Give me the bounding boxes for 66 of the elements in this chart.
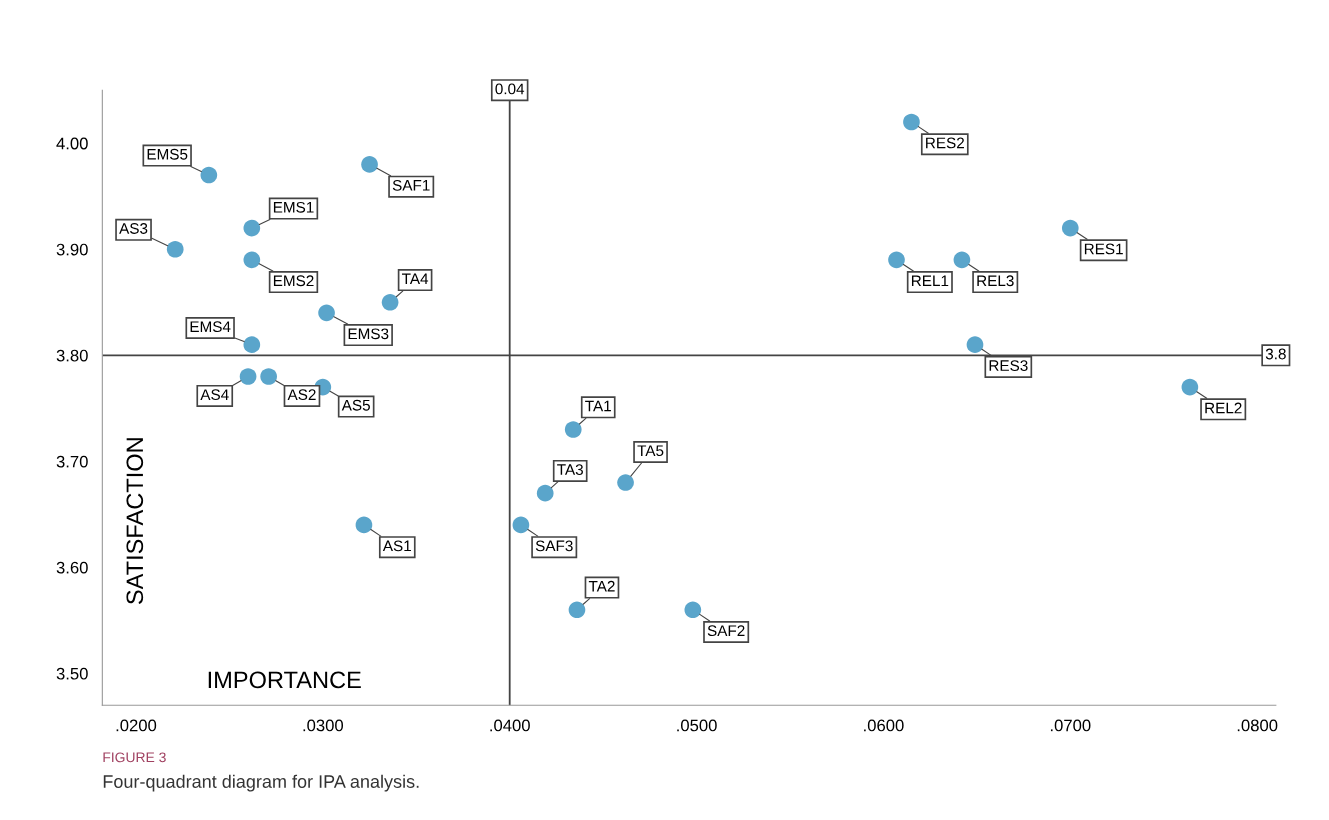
x-tick-label: .0400 bbox=[490, 719, 530, 732]
point bbox=[1181, 378, 1199, 396]
x-tick-label: .0300 bbox=[303, 719, 344, 732]
point bbox=[512, 516, 530, 534]
annotation: TA3 bbox=[557, 464, 583, 476]
annotation: SAF1 bbox=[392, 179, 430, 191]
ref-line-label: 0.04 bbox=[495, 83, 525, 95]
x-tick-label: .0500 bbox=[677, 719, 717, 732]
point bbox=[536, 484, 554, 502]
annotation: RES2 bbox=[926, 137, 964, 149]
y-tick-label: 3.60 bbox=[56, 561, 88, 574]
annotation: SAF2 bbox=[707, 625, 745, 637]
annotation: AS4 bbox=[200, 389, 229, 401]
annotation: RES1 bbox=[1084, 243, 1123, 255]
annotation: EMS3 bbox=[348, 328, 389, 340]
annotation: AS5 bbox=[341, 399, 370, 411]
point bbox=[966, 336, 984, 354]
annotation: REL1 bbox=[911, 275, 949, 287]
point bbox=[243, 336, 261, 354]
point bbox=[684, 601, 702, 619]
annotation: TA4 bbox=[402, 273, 429, 284]
x-tick-label: .0700 bbox=[1050, 719, 1091, 732]
point bbox=[166, 240, 184, 258]
point bbox=[200, 166, 218, 184]
annotation: EMS5 bbox=[147, 148, 188, 160]
point bbox=[888, 251, 905, 269]
text: Four-quadrant diagram for IPA analysis. bbox=[103, 774, 419, 792]
point bbox=[260, 368, 277, 385]
point bbox=[243, 219, 261, 237]
annotation: TA5 bbox=[637, 445, 664, 457]
y-tick-label: 3.50 bbox=[56, 667, 88, 680]
annotation: EMS4 bbox=[190, 321, 231, 333]
annotation: AS3 bbox=[119, 223, 148, 234]
point bbox=[381, 293, 399, 311]
point bbox=[617, 474, 634, 491]
y-tick-label: 3.70 bbox=[56, 455, 88, 468]
point bbox=[1061, 219, 1079, 237]
annotation: REL2 bbox=[1205, 402, 1242, 414]
annotation: SAF3 bbox=[535, 540, 573, 552]
annotation: AS2 bbox=[287, 389, 316, 401]
ref-line-label: 3.8 bbox=[1265, 348, 1286, 360]
point bbox=[361, 156, 378, 173]
point bbox=[243, 251, 261, 269]
annotation: AS1 bbox=[382, 540, 411, 552]
point bbox=[564, 421, 582, 438]
x-tick-label: .0800 bbox=[1237, 719, 1278, 732]
y-tick-label: 4.00 bbox=[56, 137, 88, 150]
annotation: TA2 bbox=[588, 580, 615, 592]
point bbox=[953, 251, 971, 269]
annotation: EMS2 bbox=[273, 275, 314, 287]
point bbox=[568, 601, 586, 619]
point bbox=[318, 304, 335, 322]
annotation: TA1 bbox=[585, 400, 611, 412]
annotation: REL3 bbox=[977, 275, 1014, 287]
point bbox=[239, 368, 257, 385]
x-tick-label: .0200 bbox=[116, 719, 157, 732]
point bbox=[355, 516, 373, 534]
y-tick-label: 3.90 bbox=[56, 243, 88, 256]
y-axis-title: SATISFACTION bbox=[126, 438, 144, 605]
annotation: RES3 bbox=[989, 360, 1028, 372]
y-tick-label: 3.80 bbox=[56, 349, 88, 362]
caption: FIGURE 3 bbox=[103, 752, 166, 763]
point bbox=[903, 113, 920, 131]
annotation: EMS1 bbox=[273, 201, 314, 213]
x-axis-title: IMPORTANCE bbox=[208, 671, 361, 689]
x-tick-label: .0600 bbox=[864, 719, 904, 732]
